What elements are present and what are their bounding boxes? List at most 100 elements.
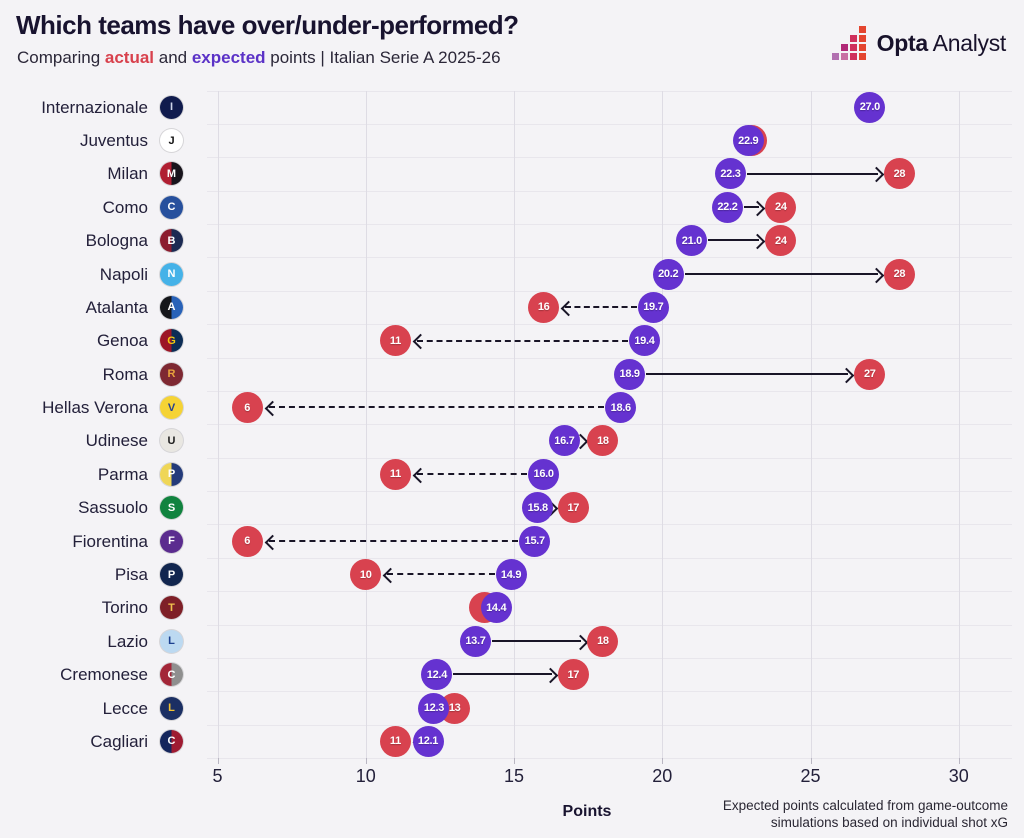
x-axis-tick [365,758,367,765]
expected-dot: 14.9 [495,559,527,590]
brand-regular: Analyst [932,29,1007,56]
gridline-horizontal [207,724,1012,726]
actual-dot: 16 [528,291,560,323]
x-tick-label: 25 [800,766,821,787]
gridline-horizontal [207,491,1012,493]
team-logo-juventus-icon: J [160,129,183,153]
overperform-arrow-line [746,172,878,175]
actual-dot: 17 [557,659,589,691]
expected-dot: 21.0 [676,225,708,257]
arrow-head-left-icon [264,534,280,550]
gridline-vertical [662,90,664,759]
actual-dot: 28 [883,258,915,290]
subtitle-prefix: Comparing [17,48,105,67]
team-logo-udinese-icon: U [160,429,183,453]
expected-dot: 20.2 [652,258,684,290]
gridline-horizontal [207,390,1012,392]
footnote: Expected points calculated from game-out… [723,797,1008,831]
gridline-vertical [514,90,515,759]
arrow-head-right-icon [868,267,885,283]
team-label: Pisa [114,565,148,584]
expected-dot: 18.6 [605,392,637,424]
team-label: Sassuolo [78,498,148,518]
x-tick-label: 20 [652,766,673,787]
team-label: Hellas Verona [42,398,148,418]
arrow-head-right-icon [750,233,766,250]
opta-logo-pixel [840,53,848,60]
opta-logo-pixel [858,26,866,33]
opta-logo-mark-icon [831,26,868,60]
team-label: Genoa [96,331,148,351]
team-logo-genoa-icon: G [160,329,183,353]
x-axis-tick [810,758,812,765]
footnote-line1: Expected points calculated from game-out… [722,798,1008,813]
x-tick-label: 15 [503,766,525,787]
arrow-head-right-icon [572,634,588,651]
gridline-horizontal [207,257,1012,259]
opta-analyst-logo: Opta Analyst [831,26,1007,60]
team-label: Lazio [107,631,148,651]
team-logo-bologna-icon: B [160,229,183,253]
team-label: Fiorentina [72,531,148,551]
team-logo-torino-icon: T [160,596,183,620]
actual-dot: 17 [557,492,589,524]
team-logo-cremonese-icon: C [160,663,183,687]
team-logo-hellas-verona-icon: V [160,396,183,420]
actual-dot: 10 [350,559,382,590]
expected-dot: 15.7 [519,525,551,557]
opta-logo-pixel [840,44,848,51]
arrow-head-right-icon [868,167,885,183]
arrow-head-right-icon [542,667,559,684]
team-label: Udinese [85,431,148,451]
gridline-horizontal [207,324,1012,326]
gridline-horizontal [207,190,1012,192]
footnote-line2: simulations based on individual shot xG [770,815,1008,830]
expected-dot: 22.3 [714,158,746,190]
x-axis-tick [958,758,960,765]
expected-dot: 19.7 [637,291,669,323]
team-label: Como [102,197,148,217]
gridline-horizontal [207,224,1012,226]
actual-dot: 11 [379,325,411,357]
expected-dot: 22.9 [732,125,764,157]
underperform-arrow-line [565,306,637,309]
team-label: Parma [97,464,148,484]
team-logo-pisa-icon: P [160,563,183,586]
team-logo-lecce-icon: L [160,696,183,720]
x-tick-label: 30 [948,766,969,787]
arrow-head-left-icon [412,334,429,350]
actual-dot: 18 [587,625,619,657]
actual-dot: 11 [379,725,411,757]
overperform-arrow-line [491,640,582,643]
team-logo-internazionale-icon: I [160,95,183,119]
expected-dot: 15.8 [522,492,554,524]
gridline-horizontal [207,90,1012,92]
opta-logo-pixel [849,35,857,42]
team-logo-cagliari-icon: C [160,729,183,753]
actual-dot: 27 [854,358,886,390]
subtitle-and-word: and [154,48,192,67]
expected-dot: 19.4 [628,325,660,357]
team-label: Milan [107,164,148,184]
gridline-horizontal [207,357,1012,359]
gridline-horizontal [207,424,1012,426]
expected-dot: 12.4 [421,659,453,691]
subtitle-suffix: points | Italian Serie A 2025-26 [265,48,501,67]
opta-logo-pixel [831,53,839,60]
gridline-horizontal [207,524,1012,526]
team-logo-fiorentina-icon: F [160,529,183,553]
arrow-head-left-icon [560,300,577,317]
actual-dot: 11 [379,458,411,490]
gridline-vertical [217,90,219,759]
team-label: Bologna [85,231,148,251]
gridline-horizontal [207,157,1012,159]
gridline-vertical [810,90,812,759]
page-title: Which teams have over/under-performed? [16,10,519,40]
team-logo-atalanta-icon: A [160,295,183,319]
team-logo-parma-icon: P [160,462,183,486]
opta-logo-pixel [849,53,857,60]
underperform-arrow-line [416,473,528,476]
underperform-arrow-line [268,539,519,542]
x-tick-label: 10 [355,766,376,787]
